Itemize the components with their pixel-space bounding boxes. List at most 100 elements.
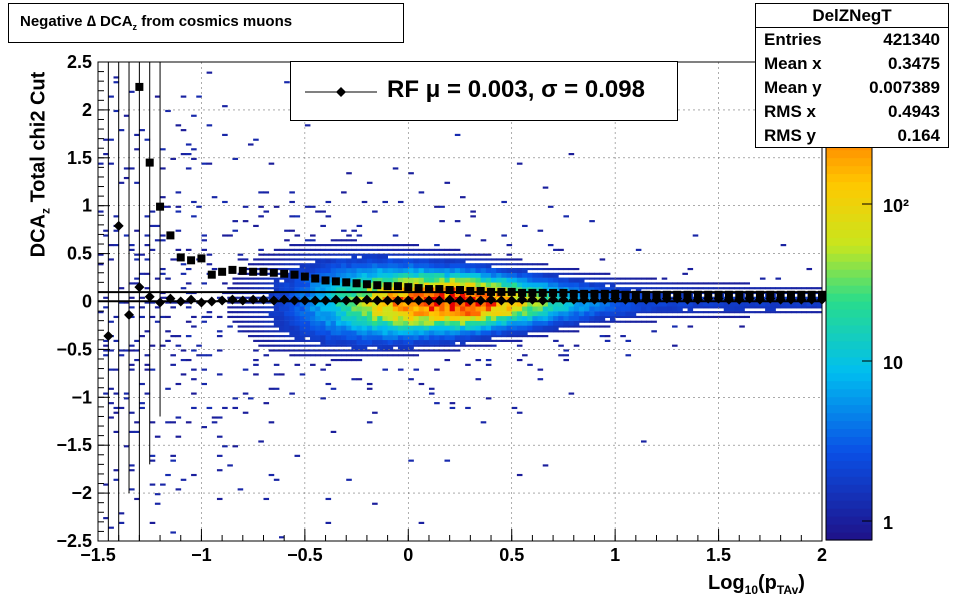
rms-point xyxy=(187,256,196,265)
mean-point xyxy=(237,295,248,306)
colorbar-segment xyxy=(826,404,872,414)
rms-point xyxy=(331,277,340,286)
mean-point xyxy=(806,294,817,305)
y-tick-label: 0.5 xyxy=(67,244,92,264)
mean-point xyxy=(413,295,424,306)
rms-point xyxy=(290,270,299,279)
rms-point xyxy=(414,284,423,293)
mean-point xyxy=(217,295,228,306)
mean-point xyxy=(392,295,403,306)
mean-point xyxy=(527,294,538,305)
mean-point xyxy=(103,330,114,341)
rms-point xyxy=(280,269,289,278)
mean-point xyxy=(372,295,383,306)
mean-point xyxy=(186,294,197,305)
colorbar-segment xyxy=(826,205,872,214)
colorbar-segment xyxy=(826,332,872,342)
rms-point xyxy=(507,287,516,296)
rms-point xyxy=(238,266,247,275)
rms-point xyxy=(383,282,392,291)
colorbar-segment xyxy=(826,245,872,254)
rms-point xyxy=(466,286,475,295)
mean-point xyxy=(775,294,786,305)
mean-point xyxy=(568,294,579,305)
colorbar-segment xyxy=(826,189,872,199)
mean-point xyxy=(206,296,217,307)
mean-point xyxy=(227,294,238,305)
mean-point xyxy=(672,293,683,304)
rms-point xyxy=(176,253,185,262)
mean-point xyxy=(248,294,259,305)
x-tick-label: 1.5 xyxy=(706,545,731,565)
colorbar-segment xyxy=(826,285,872,294)
mean-point xyxy=(465,295,476,306)
legend: RF μ = 0.003, σ = 0.098 xyxy=(290,61,678,121)
mean-point xyxy=(785,294,796,305)
mean-point xyxy=(599,294,610,305)
y-tick-label: 1.5 xyxy=(67,148,92,168)
colorbar-segment xyxy=(826,356,872,366)
y-axis-label: DCAz Total chi2 Cut xyxy=(27,71,53,258)
colorbar-segment xyxy=(826,364,872,374)
mean-point xyxy=(165,293,176,304)
mean-point xyxy=(475,295,486,306)
colorbar-segment xyxy=(826,388,872,398)
rms-point xyxy=(352,279,361,288)
mean-point xyxy=(734,294,745,305)
colorbar-segment xyxy=(826,420,872,430)
mean-point xyxy=(630,294,641,305)
mean-point xyxy=(351,295,362,306)
x-tick-label: 1 xyxy=(610,545,620,565)
colorbar-tick-label: 1 xyxy=(883,513,893,533)
rms-point xyxy=(497,287,506,296)
colorbar-segment xyxy=(826,173,872,183)
rms-point xyxy=(166,231,175,240)
colorbar-segment xyxy=(826,308,872,318)
x-tick-label: −1.5 xyxy=(80,545,116,565)
colorbar-segment xyxy=(826,157,872,167)
mean-point xyxy=(320,295,331,306)
colorbar-segment xyxy=(826,165,872,175)
colorbar-segment xyxy=(826,524,872,533)
colorbar-segment xyxy=(826,293,872,302)
mean-point xyxy=(506,295,517,306)
colorbar-segment xyxy=(826,269,872,278)
mean-point xyxy=(113,220,124,231)
legend-marker xyxy=(305,87,377,97)
mean-point xyxy=(661,293,672,304)
mean-point xyxy=(537,295,548,306)
colorbar-segment xyxy=(826,253,872,262)
rms-point xyxy=(228,265,237,274)
rms-point xyxy=(373,281,382,290)
stats-box: DelZNegT Entries 421340 Mean x 0.3475 Mean… xyxy=(755,3,949,148)
mean-point xyxy=(610,293,621,304)
mean-point xyxy=(517,294,528,305)
colorbar-segment xyxy=(826,237,872,246)
rms-point xyxy=(476,286,485,295)
colorbar-segment xyxy=(826,380,872,390)
colorbar-segment xyxy=(826,324,872,334)
colorbar-segment xyxy=(826,301,872,310)
x-tick-label: 2 xyxy=(817,545,827,565)
y-tick-label: −2.5 xyxy=(56,531,92,551)
y-tick-label: 1 xyxy=(82,196,92,216)
colorbar-segment xyxy=(826,444,872,453)
stats-row-rms-y: RMS y 0.164 xyxy=(764,126,940,145)
colorbar-segment xyxy=(826,492,872,501)
colorbar-segment xyxy=(826,229,872,238)
colorbar-segment xyxy=(826,396,872,406)
mean-point xyxy=(548,294,559,305)
rms-point xyxy=(569,289,578,298)
rms-point xyxy=(311,274,320,283)
mean-point xyxy=(289,295,300,306)
rms-point xyxy=(207,270,216,279)
mean-point xyxy=(341,295,352,306)
stats-name: DelZNegT xyxy=(756,4,948,28)
x-tick-label: −1 xyxy=(191,545,212,565)
colorbar-segment xyxy=(826,484,872,493)
colorbar-segment xyxy=(826,197,872,206)
mean-point xyxy=(299,295,310,306)
mean-point xyxy=(423,295,434,306)
rms-point xyxy=(600,289,609,298)
mean-point xyxy=(444,294,455,305)
